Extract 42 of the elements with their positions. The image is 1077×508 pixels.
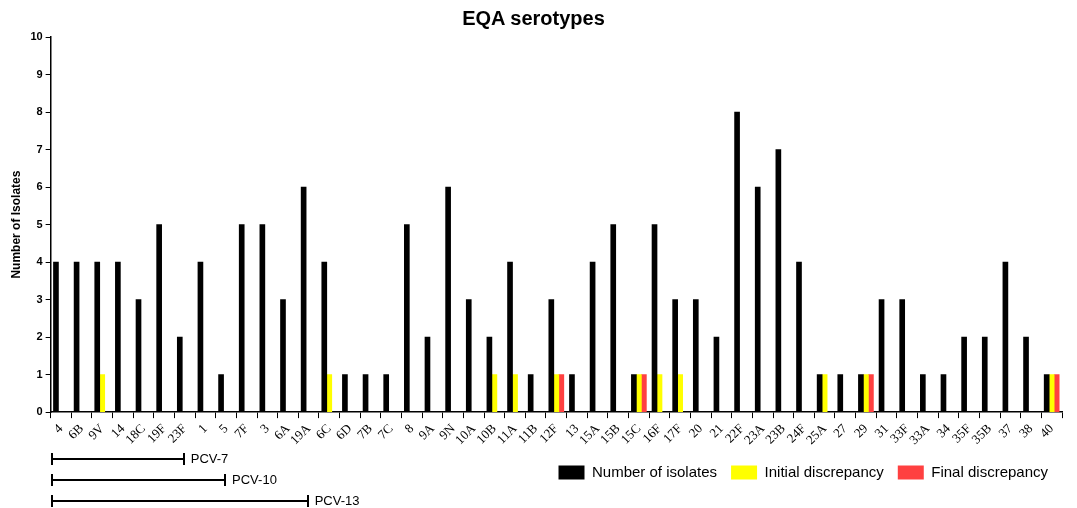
x-tick-label: 9A [415,420,438,443]
x-tick-label: 9V [84,420,108,443]
x-tick-label: 37 [995,420,1016,441]
x-tick-label: 8 [401,420,417,436]
x-tick-label: 20 [685,420,706,441]
x-tick-label: 7B [353,420,376,442]
x-tick-label: 29 [850,420,871,441]
y-tick-label: 5 [36,217,43,230]
x-tick-label: 6D [332,420,355,443]
y-tick-label: 0 [36,405,43,418]
chart-title: EQA serotypes [462,6,605,29]
y-tick-label: 1 [36,367,43,380]
x-tick-label: 5 [215,420,231,436]
y-tick-label: 10 [30,30,43,43]
y-tick-label: 8 [36,105,43,118]
legend-label: Number of isolates [592,462,718,480]
y-tick-label: 2 [36,330,43,343]
x-tick-label: 7C [374,420,396,442]
text: PCV-7 [190,451,229,466]
legend-label: Initial discrepancy [764,462,885,480]
x-tick-label: 38 [1015,420,1036,441]
x-tick-label: 35B [968,420,995,447]
x-tick-label: 7F [230,420,252,441]
y-tick-label: 3 [36,292,43,305]
x-tick-label: 3 [256,420,272,436]
y-tick-label: 4 [36,255,44,268]
text: PCV-10 [232,472,277,487]
x-tick-label: 6B [64,420,87,442]
x-tick-label: 21 [706,420,726,441]
y-tick-label: 9 [36,67,43,80]
x-tick-label: 1 [194,420,210,436]
x-tick-label: 23F [164,420,190,446]
y-axis-title: Number of Isolates [8,170,23,279]
x-tick-label: 6C [312,420,334,442]
x-tick-label: 40 [1036,420,1057,441]
x-tick-label: 17F [659,420,685,446]
text: PCV-13 [314,493,360,508]
y-tick-label: 7 [36,142,43,155]
x-tick-label: 27 [830,420,851,441]
x-tick-label: 4 [50,420,66,436]
y-tick-label: 6 [36,180,43,193]
legend-label: Final discrepancy [931,462,1049,480]
